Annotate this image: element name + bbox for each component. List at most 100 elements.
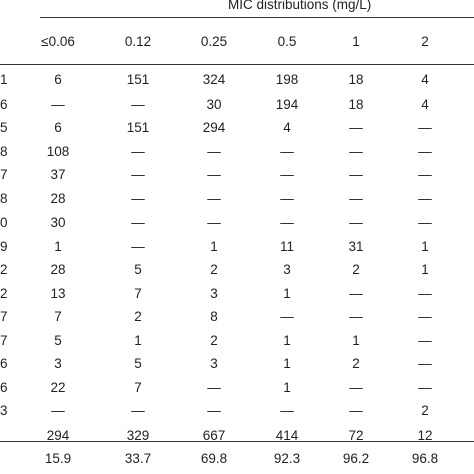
table-cell: — <box>131 215 145 230</box>
table-cell: 37 <box>50 167 66 182</box>
table-cell: — <box>51 403 65 418</box>
table-cell: — <box>349 215 363 230</box>
table-cell: — <box>349 286 363 301</box>
table-cell: — <box>349 167 363 182</box>
table-cell: 194 <box>275 97 299 112</box>
table-cell: 3 <box>54 356 62 371</box>
table-cell: 1 <box>210 239 218 254</box>
table-cell: — <box>349 380 363 395</box>
table-cell: 18 <box>348 72 364 87</box>
table-cell: — <box>349 120 363 135</box>
table-cell: 294 <box>46 428 70 443</box>
table-cell: 28 <box>50 191 66 206</box>
row-label: 5 <box>0 120 8 135</box>
table-cell: 667 <box>202 428 226 443</box>
table-cell: — <box>349 144 363 159</box>
table-cell: 324 <box>202 72 226 87</box>
table-cell: 1 <box>421 239 429 254</box>
table-cell: — <box>131 144 145 159</box>
column-header: 0.5 <box>277 34 297 49</box>
table-cell: — <box>131 167 145 182</box>
row-label: 7 <box>0 333 8 348</box>
table-cell: 2 <box>352 262 360 277</box>
table-cell: 151 <box>126 120 150 135</box>
table-cell: 1 <box>283 380 291 395</box>
table-cell: 4 <box>421 97 429 112</box>
group-header: MIC distributions (mg/L) <box>228 0 372 12</box>
table-cell: — <box>349 191 363 206</box>
table-cell: — <box>418 167 432 182</box>
table-cell: — <box>418 380 432 395</box>
column-header: ≤0.06 <box>41 34 75 49</box>
table-cell: — <box>349 309 363 324</box>
table-cell: 2 <box>134 309 142 324</box>
table-cell: 12 <box>417 428 433 443</box>
table-cell: 69.8 <box>200 451 228 466</box>
table-cell: 5 <box>134 356 142 371</box>
table-cell: 1 <box>54 239 62 254</box>
table-cell: 4 <box>283 120 291 135</box>
row-label: 9 <box>0 239 8 254</box>
table-cell: 414 <box>275 428 299 443</box>
table-cell: 96.2 <box>342 451 370 466</box>
row-label: 8 <box>0 144 8 159</box>
table-cell: — <box>280 144 294 159</box>
table-cell: — <box>349 403 363 418</box>
table-cell: — <box>131 239 145 254</box>
row-label: 0 <box>0 215 8 230</box>
group-header-rule <box>40 17 474 18</box>
table-cell: — <box>131 97 145 112</box>
table-cell: 1 <box>134 333 142 348</box>
table-cell: 33.7 <box>124 451 152 466</box>
table-cell: — <box>418 286 432 301</box>
table-cell: 108 <box>46 144 70 159</box>
table-cell: 13 <box>50 286 66 301</box>
table-cell: 7 <box>134 380 142 395</box>
column-header: 0.12 <box>124 34 152 49</box>
table-cell: — <box>418 144 432 159</box>
table-cell: — <box>418 333 432 348</box>
table-cell: 30 <box>206 97 222 112</box>
table-cell: — <box>418 309 432 324</box>
table-cell: — <box>418 191 432 206</box>
table-cell: — <box>131 403 145 418</box>
header-rule <box>0 64 474 65</box>
table-cell: — <box>51 97 65 112</box>
column-header: 1 <box>352 34 360 49</box>
table-cell: 96.8 <box>411 451 439 466</box>
table-cell: — <box>207 144 221 159</box>
table-cell: — <box>418 120 432 135</box>
row-label: 6 <box>0 380 8 395</box>
table-cell: 31 <box>348 239 364 254</box>
table-cell: — <box>280 215 294 230</box>
table-cell: 30 <box>50 215 66 230</box>
table-cell: 1 <box>283 286 291 301</box>
table-cell: 15.9 <box>44 451 72 466</box>
table-cell: 3 <box>283 262 291 277</box>
row-label: 3 <box>0 403 8 418</box>
table-cell: — <box>207 215 221 230</box>
table-cell: 329 <box>126 428 150 443</box>
table-cell: 11 <box>279 239 295 254</box>
table-cell: 4 <box>421 72 429 87</box>
table-cell: 5 <box>54 333 62 348</box>
table-cell: — <box>207 403 221 418</box>
column-header: 2 <box>421 34 429 49</box>
row-label: 6 <box>0 97 8 112</box>
row-label: 1 <box>0 72 8 87</box>
row-label: 8 <box>0 191 8 206</box>
table-cell: 2 <box>352 356 360 371</box>
table-cell: 8 <box>210 309 218 324</box>
table-cell: 3 <box>210 286 218 301</box>
row-label: 2 <box>0 262 8 277</box>
table-cell: 151 <box>126 72 150 87</box>
column-header: 0.25 <box>200 34 228 49</box>
table-cell: — <box>280 191 294 206</box>
table-cell: 198 <box>275 72 299 87</box>
row-label: 7 <box>0 167 8 182</box>
table-cell: — <box>207 380 221 395</box>
table-cell: 1 <box>421 262 429 277</box>
table-cell: — <box>280 309 294 324</box>
table-cell: 28 <box>50 262 66 277</box>
table-cell: 6 <box>54 120 62 135</box>
